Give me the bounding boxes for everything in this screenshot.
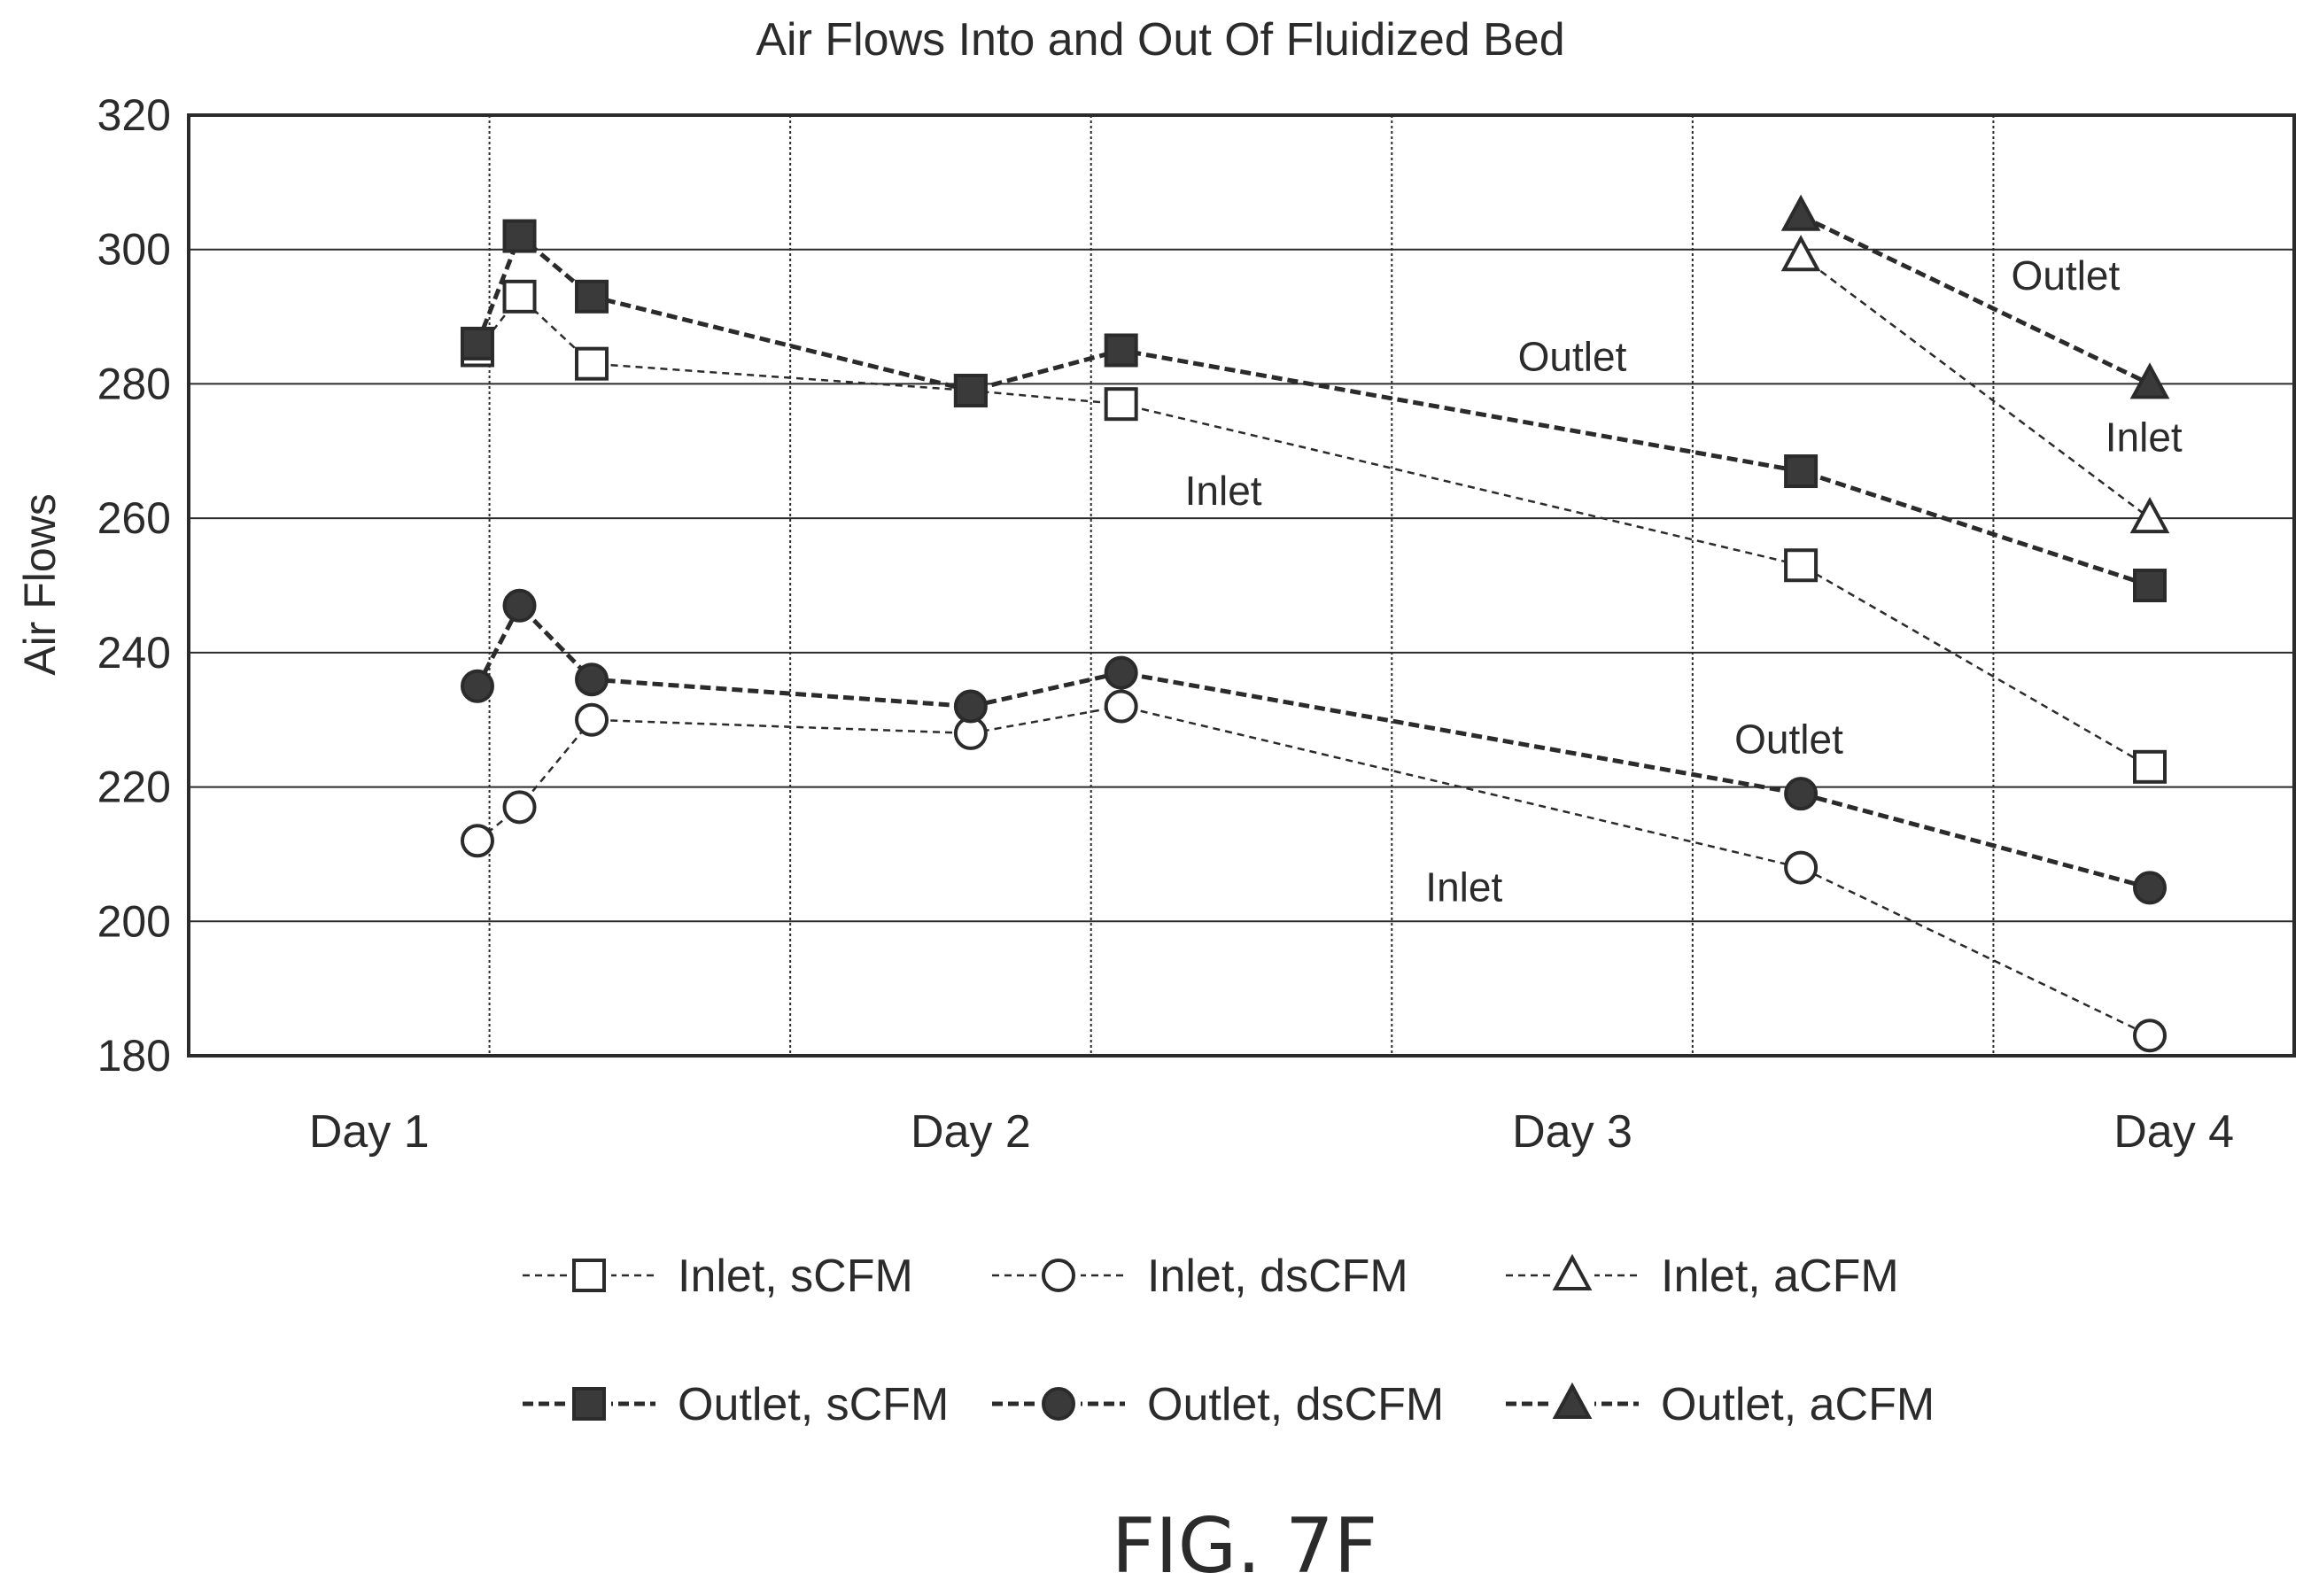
plot-frame <box>187 113 2296 1058</box>
data-point <box>1780 194 1821 231</box>
figure-label: FIG. 7F <box>1112 1502 1377 1591</box>
data-point <box>460 326 494 360</box>
data-point <box>2133 749 2168 784</box>
chart-title: Air Flows Into and Out Of Fluidized Bed <box>756 14 1564 66</box>
y-tick-label: 320 <box>97 90 171 140</box>
data-point <box>2133 871 2168 905</box>
data-point <box>1104 333 1138 368</box>
y-tick-label: 180 <box>97 1031 171 1081</box>
data-point <box>1784 454 1819 489</box>
data-point <box>953 689 988 724</box>
legend-item: Inlet, aCFM <box>1506 1251 1899 1302</box>
data-point <box>575 702 609 737</box>
series-line <box>1800 255 2151 520</box>
y-tick-label: 280 <box>97 359 171 408</box>
data-point <box>1784 777 1819 811</box>
x-category-label: Day 4 <box>2113 1106 2234 1158</box>
legend-item: Outlet, sCFM <box>523 1379 949 1430</box>
legend-item: Outlet, aCFM <box>1506 1379 1935 1430</box>
x-category-label: Day 3 <box>1512 1106 1632 1158</box>
series-layer <box>460 194 2170 1053</box>
annotations: Outlet Inlet Outlet Inlet Outlet Inlet <box>1185 252 2183 910</box>
legend-item: Outlet, dsCFM <box>992 1379 1444 1430</box>
data-point <box>1784 850 1819 885</box>
legend-marker <box>1042 1387 1075 1421</box>
series-line <box>477 705 2151 1037</box>
data-point <box>1104 689 1138 724</box>
y-axis-label: Air Flows <box>15 493 65 676</box>
legend: Inlet, sCFM Inlet, dsCFM Inlet, aCFM Outlet… <box>523 1251 1935 1430</box>
x-category-label: Day 1 <box>309 1106 430 1158</box>
series-line <box>477 294 2151 768</box>
data-point <box>575 662 609 697</box>
annotation-label: Inlet <box>1185 468 1262 514</box>
y-tick-label: 240 <box>97 628 171 678</box>
data-point <box>1104 655 1138 690</box>
data-point <box>460 669 494 703</box>
y-tick-label: 300 <box>97 225 171 275</box>
series-3 <box>460 219 2168 602</box>
data-point <box>502 588 537 623</box>
series-1 <box>460 689 2168 1053</box>
legend-marker <box>572 1259 606 1292</box>
data-point <box>2129 362 2170 399</box>
data-point <box>1784 548 1819 583</box>
data-point <box>1104 387 1138 422</box>
data-point <box>2133 1019 2168 1053</box>
annotation-label: Inlet <box>1425 864 1502 910</box>
data-point <box>2133 569 2168 602</box>
annotation-label: Outlet <box>1518 333 1627 379</box>
legend-marker <box>1552 1253 1593 1290</box>
y-tick-label: 220 <box>97 763 171 812</box>
series-0 <box>460 279 2168 784</box>
data-point <box>502 790 537 825</box>
legend-label: Outlet, dsCFM <box>1147 1379 1444 1430</box>
legend-label: Inlet, sCFM <box>678 1251 913 1302</box>
y-tick-label: 260 <box>97 493 171 543</box>
legend-marker <box>1042 1259 1075 1292</box>
legend-marker <box>1552 1382 1593 1419</box>
data-point <box>1780 235 1821 272</box>
series-line <box>475 601 2151 890</box>
gridlines <box>189 114 2294 1057</box>
data-point <box>2129 496 2170 534</box>
data-point <box>575 346 609 381</box>
legend-item: Inlet, sCFM <box>523 1251 913 1302</box>
x-category-label: Day 2 <box>911 1106 1031 1158</box>
series-2 <box>1780 235 2170 534</box>
annotation-label: Outlet <box>2012 252 2121 298</box>
data-point <box>460 824 494 858</box>
series-4 <box>460 588 2168 905</box>
data-point <box>502 279 537 314</box>
legend-marker <box>572 1387 606 1421</box>
axes: 180 200 220 240 260 280 300 320 Day 1 Day 2 Day 3 D… <box>97 90 2296 1158</box>
legend-label: Inlet, aCFM <box>1661 1251 1899 1302</box>
data-point <box>502 219 537 253</box>
series-line <box>1800 213 2152 386</box>
legend-item: Inlet, dsCFM <box>992 1251 1408 1302</box>
annotation-label: Inlet <box>2105 414 2183 460</box>
series-line <box>475 232 2151 588</box>
series-5 <box>1780 194 2170 399</box>
y-tick-label: 200 <box>97 896 171 946</box>
data-point <box>575 279 609 314</box>
legend-label: Inlet, dsCFM <box>1147 1251 1408 1302</box>
legend-label: Outlet, aCFM <box>1661 1379 1935 1430</box>
data-point <box>953 374 988 408</box>
annotation-label: Outlet <box>1734 717 1843 763</box>
legend-label: Outlet, sCFM <box>678 1379 949 1430</box>
